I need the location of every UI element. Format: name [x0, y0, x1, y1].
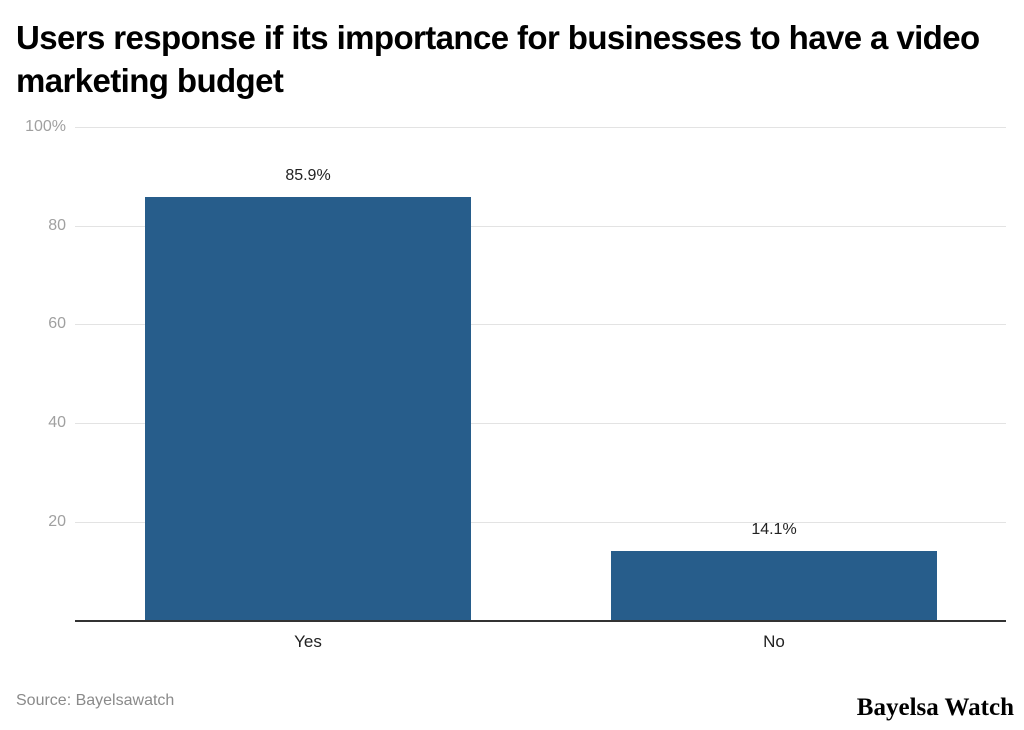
x-axis-line — [75, 620, 1006, 622]
source-note: Source: Bayelsawatch — [16, 692, 175, 709]
plot-area: 100% 80 60 40 20 85.9% 14.1% — [25, 118, 1006, 622]
chart-title: Users response if its importance for bus… — [16, 19, 980, 99]
gridline-100 — [75, 127, 1006, 128]
brand-logo: Bayelsa Watch — [856, 694, 1014, 721]
gridline-40 — [75, 423, 1006, 424]
y-tick-100: 100% — [25, 118, 66, 135]
y-tick-80: 80 — [48, 217, 66, 234]
x-label-no: No — [763, 632, 785, 651]
bar-value-label-no: 14.1% — [751, 521, 797, 539]
gridline-80 — [75, 226, 1006, 227]
x-label-yes: Yes — [294, 632, 322, 651]
y-tick-60: 60 — [48, 315, 66, 332]
gridline-20 — [75, 522, 1006, 523]
bar-value-label-yes: 85.9% — [285, 166, 331, 184]
y-tick-40: 40 — [48, 414, 66, 431]
y-tick-20: 20 — [48, 513, 66, 530]
bar-yes — [145, 196, 471, 621]
gridline-60 — [75, 324, 1006, 325]
bar-no — [611, 551, 937, 621]
